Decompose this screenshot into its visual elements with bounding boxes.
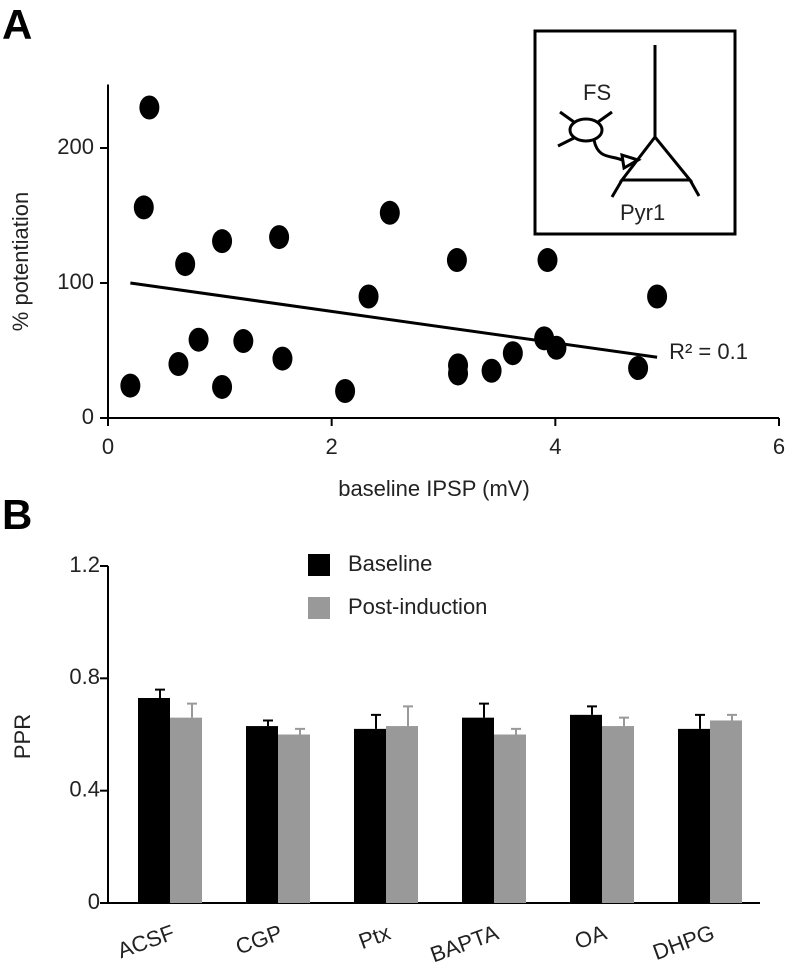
error-bar: [155, 688, 165, 698]
data-point: [120, 373, 141, 398]
x-tick-label: 6: [773, 434, 785, 459]
error-bar: [587, 705, 597, 715]
bar: [570, 714, 602, 903]
error-bar: [511, 727, 521, 735]
data-point: [537, 248, 558, 273]
data-point: [269, 225, 290, 250]
panel-label: B: [2, 491, 32, 538]
x-tick-label: 2: [326, 434, 338, 459]
inset-diagram: [557, 45, 701, 198]
x-tick-label: BAPTA: [427, 920, 502, 968]
legend-label: Baseline: [348, 551, 432, 576]
legend-label: Post-induction: [348, 594, 487, 619]
y-tick-label: 0.4: [69, 776, 100, 801]
data-point: [546, 335, 567, 360]
y-axis-label: PPR: [10, 714, 35, 759]
data-point: [175, 252, 196, 277]
bar: [170, 717, 202, 903]
x-axis-label: baseline IPSP (mV): [338, 476, 530, 501]
bar: [602, 726, 634, 903]
y-tick-label: 0: [88, 889, 100, 914]
bar: [354, 728, 386, 903]
axis-line: [107, 84, 779, 419]
x-tick-label: OA: [571, 920, 610, 954]
legend-swatch: [308, 554, 330, 576]
x-tick-label: CGP: [232, 920, 285, 960]
y-tick-label: 1.2: [69, 552, 100, 577]
data-point: [188, 327, 209, 352]
bar: [278, 734, 310, 903]
annotation: R² = 0.1: [669, 339, 748, 364]
error-bar: [479, 702, 489, 718]
data-point: [212, 374, 233, 399]
y-tick-label: 0: [82, 404, 94, 429]
bar: [386, 726, 418, 903]
error-bar: [371, 713, 381, 729]
y-tick-label: 100: [57, 269, 94, 294]
y-axis-label: % potentiation: [8, 192, 33, 331]
error-bar: [295, 727, 305, 735]
panel-label: A: [2, 1, 32, 48]
y-tick-label: 0.8: [69, 664, 100, 689]
inset-label: FS: [583, 80, 611, 105]
bar: [710, 720, 742, 903]
x-tick-label: ACSF: [114, 920, 178, 964]
data-point: [212, 229, 233, 254]
data-point: [628, 356, 649, 381]
data-point: [233, 329, 254, 354]
inset-frame: [533, 29, 737, 236]
data-point: [272, 346, 293, 371]
data-point: [502, 341, 523, 366]
trend-line: [130, 281, 658, 359]
error-bar: [619, 716, 629, 727]
bar: [494, 734, 526, 903]
bar: [138, 697, 170, 903]
data-point: [379, 200, 400, 225]
x-tick-label: 0: [102, 434, 114, 459]
data-point: [481, 358, 502, 383]
error-bar: [727, 713, 737, 721]
data-point: [446, 248, 467, 273]
x-tick-label: DHPG: [649, 920, 717, 965]
y-tick-label: 200: [57, 134, 94, 159]
data-point: [133, 195, 154, 220]
data-point: [335, 379, 356, 403]
error-bar: [403, 705, 413, 727]
error-bar: [695, 713, 705, 729]
data-point: [168, 352, 189, 376]
bar: [678, 728, 710, 903]
inset-label: Pyr1: [620, 200, 665, 225]
x-tick-label: Ptx: [355, 920, 393, 954]
data-point: [448, 361, 469, 386]
x-tick-label: 4: [549, 434, 561, 459]
legend-swatch: [308, 597, 330, 619]
data-point: [647, 284, 668, 309]
data-point: [358, 284, 379, 309]
bar: [246, 726, 278, 903]
bar: [462, 717, 494, 903]
error-bar: [187, 702, 197, 718]
error-bar: [263, 719, 273, 727]
data-point: [139, 95, 160, 120]
